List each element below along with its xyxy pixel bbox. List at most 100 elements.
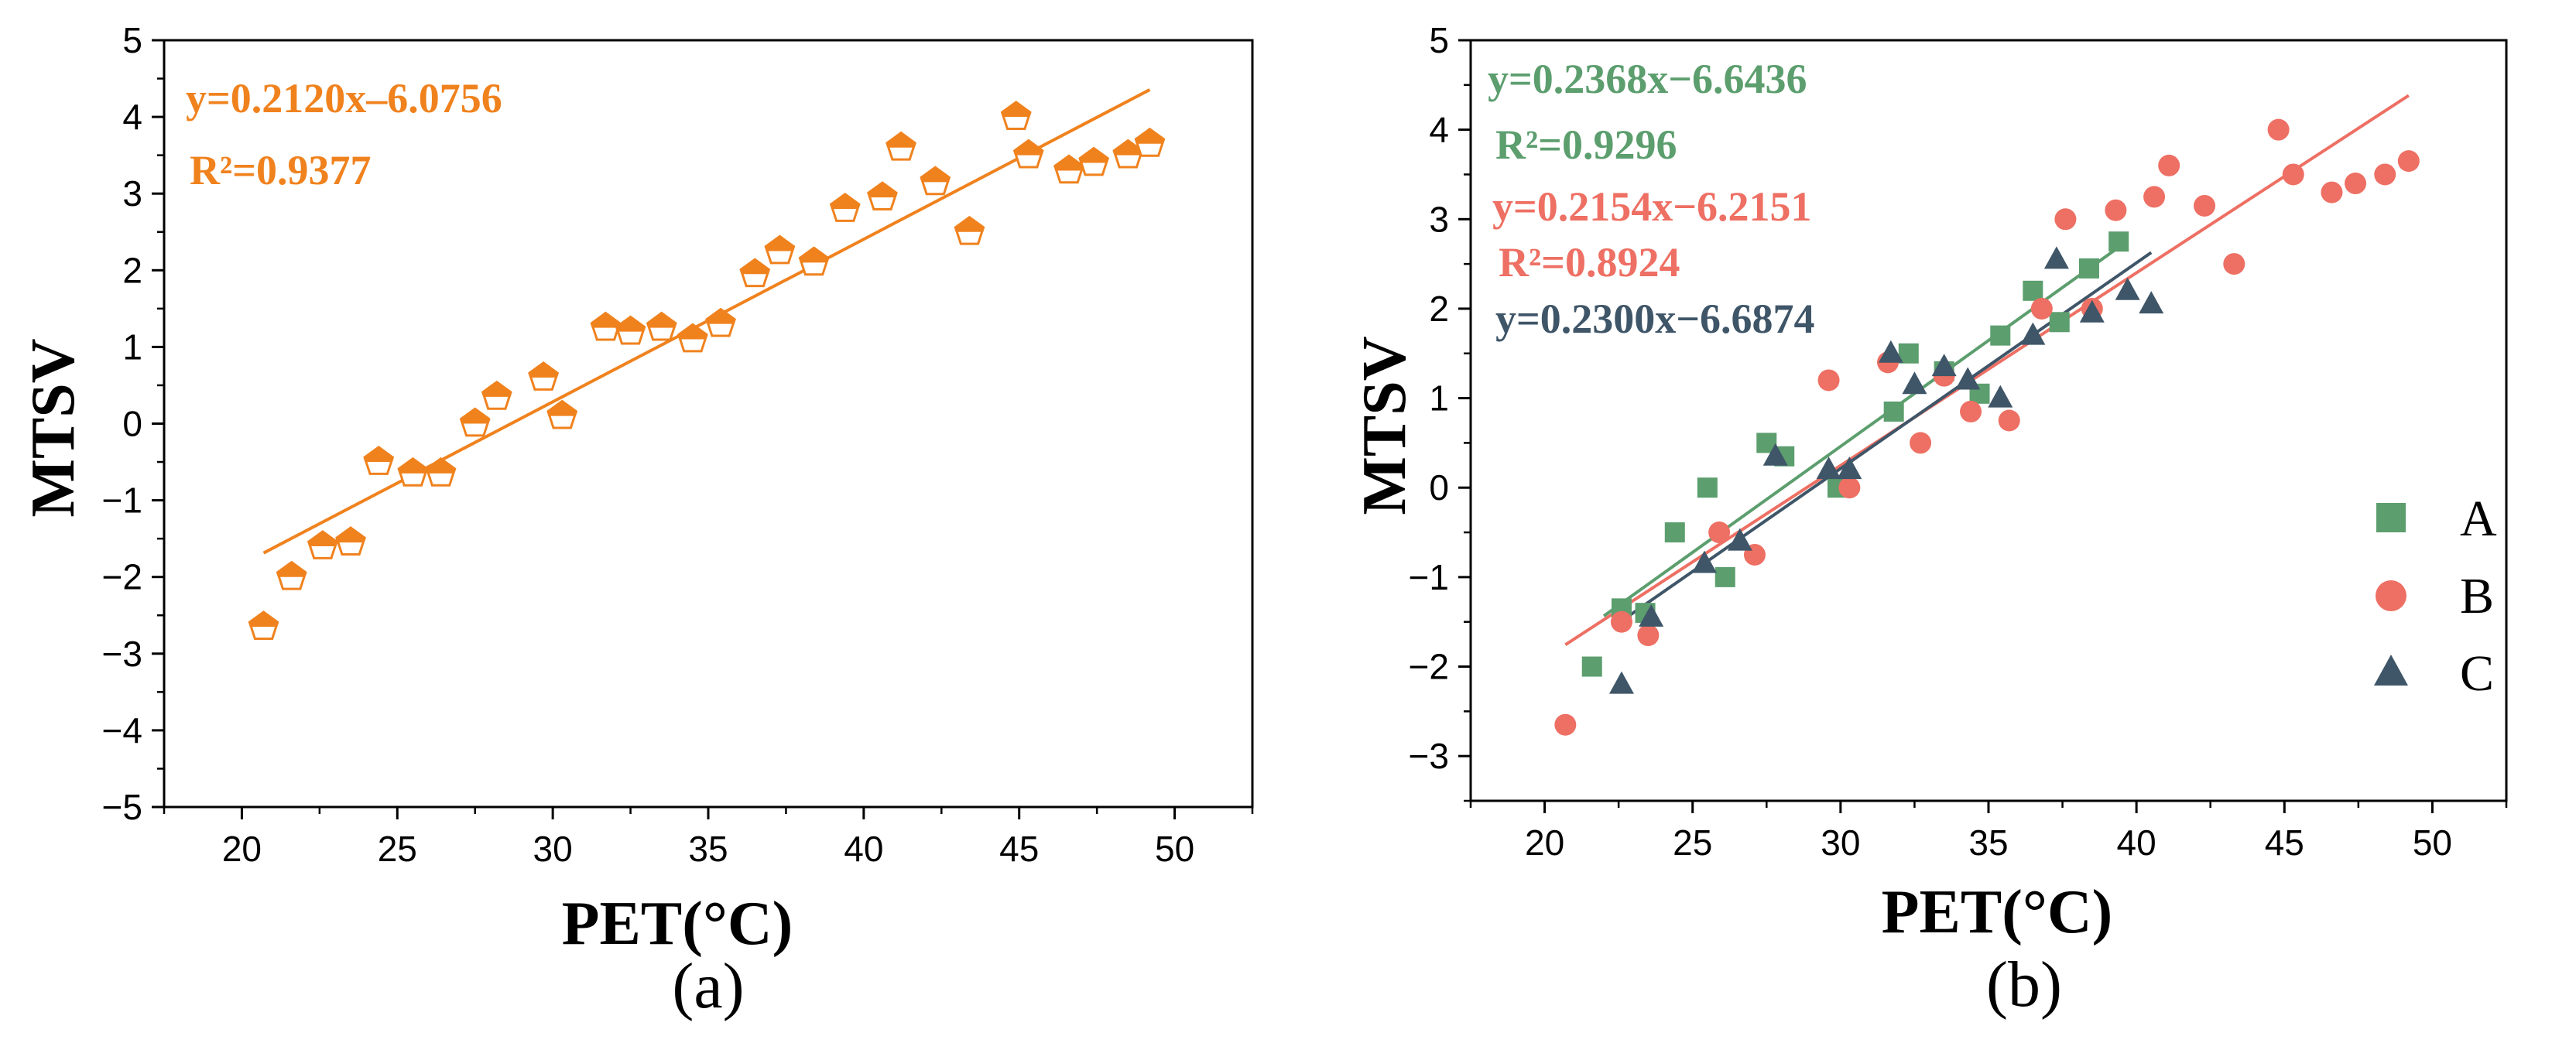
panel-a-point xyxy=(248,610,279,640)
panel-b-point-b xyxy=(2194,194,2216,217)
panel-a-point xyxy=(954,215,985,245)
panel-b-point-b xyxy=(2223,253,2245,275)
panel-a-y-axis-title: MTSV xyxy=(19,338,87,517)
panel-b-point-b xyxy=(2397,150,2420,173)
panel-a-point xyxy=(798,246,830,276)
panel-b-x-tick-label: 45 xyxy=(2265,822,2304,863)
panel-a-r-squared: R²=0.9377 xyxy=(190,147,371,193)
panel-a-y-tick-label: −4 xyxy=(102,710,142,751)
panel-b-x-tick-label: 30 xyxy=(1821,822,1860,863)
panel-b-point-b xyxy=(2345,173,2367,195)
panel-b-point-a xyxy=(1581,656,1602,677)
panel-b-y-tick-label: −1 xyxy=(1409,557,1449,597)
panel-b-point-c xyxy=(1988,385,2013,408)
panel-b-y-tick-label: 0 xyxy=(1429,467,1449,508)
legend-label-c: C xyxy=(2460,645,2494,702)
panel-a-point xyxy=(335,526,366,556)
panel-a-y-tick-label: 4 xyxy=(122,97,142,137)
panel-a-point xyxy=(590,311,622,341)
panel-a-point xyxy=(739,258,771,288)
panel-a-point xyxy=(886,131,916,161)
panel-b-point-b xyxy=(2105,199,2127,221)
panel-b-point-c xyxy=(1816,457,1841,480)
panel-a-label: (a) xyxy=(672,950,744,1022)
panel-b-point-a xyxy=(1883,401,1904,422)
panel-b-x-tick-label: 25 xyxy=(1673,822,1712,863)
panel-b-r-squared-a: R²=0.9296 xyxy=(1495,121,1677,168)
panel-b-point-b xyxy=(2030,297,2053,320)
panel-a-point xyxy=(481,380,512,410)
panel-a-point xyxy=(1134,127,1166,157)
panel-b-point-c xyxy=(2139,291,2164,314)
panel-b-x-tick-label: 40 xyxy=(2117,822,2156,863)
panel-b-point-c xyxy=(1639,604,1664,627)
panel-b-equation-b: y=0.2154x−6.2151 xyxy=(1492,183,1812,230)
panel-a-point xyxy=(1000,101,1032,130)
panel-b-point-b xyxy=(1610,610,1632,633)
panel-a-point xyxy=(397,457,429,487)
panel-b-point-b xyxy=(2158,154,2180,176)
panel-a-x-tick-label: 40 xyxy=(844,829,883,869)
panel-a-point xyxy=(1078,146,1109,176)
panel-a-point xyxy=(1053,154,1084,184)
panel-a-point xyxy=(1012,138,1044,169)
panel-b-point-b xyxy=(1910,432,1932,454)
panel-a-point xyxy=(425,457,457,487)
panel-b-label: (b) xyxy=(1986,949,2062,1021)
panel-a-y-tick-label: 3 xyxy=(122,173,142,214)
panel-a-x-tick-label: 50 xyxy=(1155,829,1194,869)
panel-a-y-tick-label: −3 xyxy=(102,634,142,674)
panel-a-point xyxy=(459,407,491,437)
panel-b-point-b xyxy=(1838,477,1861,499)
panel-b-point-c xyxy=(1878,340,1903,363)
panel-a-point xyxy=(920,166,951,196)
panel-b-y-tick-label: −3 xyxy=(1409,736,1449,776)
panel-b-point-b xyxy=(2054,208,2077,231)
panel-a-point xyxy=(705,307,736,337)
panel-b-point-c xyxy=(1727,528,1752,551)
panel-b-point-b xyxy=(1817,369,1840,392)
panel-b-point-c xyxy=(2020,322,2046,345)
panel-a-point xyxy=(363,446,395,475)
panel-b-point-c xyxy=(1902,371,1927,395)
panel-b-x-tick-label: 35 xyxy=(1968,822,2008,863)
legend-label-b: B xyxy=(2460,568,2494,624)
panel-a-point xyxy=(546,399,578,429)
panel-b-point-b xyxy=(1637,624,1660,647)
panel-a-y-tick-label: −2 xyxy=(102,557,142,597)
panel-a-x-tick-label: 20 xyxy=(222,829,262,869)
panel-b-y-tick-label: 5 xyxy=(1429,20,1449,60)
panel-b-point-b xyxy=(2143,186,2166,208)
panel-b-point-a xyxy=(1990,325,2011,346)
panel-b-point-a xyxy=(1714,566,1735,587)
panel-b-point-c xyxy=(2115,277,2140,300)
panel-b-y-tick-label: 4 xyxy=(1429,110,1449,150)
panel-a-x-tick-label: 35 xyxy=(688,829,728,869)
panel-b-point-a xyxy=(1697,477,1718,498)
panel-a-x-axis-title: PET(°C) xyxy=(562,890,793,958)
legend-marker-c xyxy=(2374,655,2408,686)
panel-a-y-tick-label: −5 xyxy=(102,787,142,827)
panel-b-point-a xyxy=(2078,258,2099,279)
panel-b-y-tick-label: 1 xyxy=(1429,378,1449,419)
legend-label-a: A xyxy=(2460,491,2497,547)
panel-b-point-b xyxy=(1554,713,1577,736)
panel-a-point xyxy=(829,193,861,222)
panel-b-point-c xyxy=(2079,299,2105,323)
panel-a-point xyxy=(646,311,677,341)
panel-a-point xyxy=(528,361,559,391)
panel-b-y-tick-label: 2 xyxy=(1429,289,1449,329)
panel-a-x-tick-label: 30 xyxy=(533,829,573,869)
panel-b-point-a xyxy=(2049,312,2070,333)
panel-a-x-tick-label: 45 xyxy=(999,829,1039,869)
panel-b-point-c xyxy=(1837,457,1862,480)
panel-a-point xyxy=(615,315,646,345)
panel-b-point-c xyxy=(1931,354,1957,377)
legend-marker-a xyxy=(2376,503,2406,532)
panel-a-point xyxy=(677,323,708,353)
panel-b-point-a xyxy=(2108,231,2129,252)
